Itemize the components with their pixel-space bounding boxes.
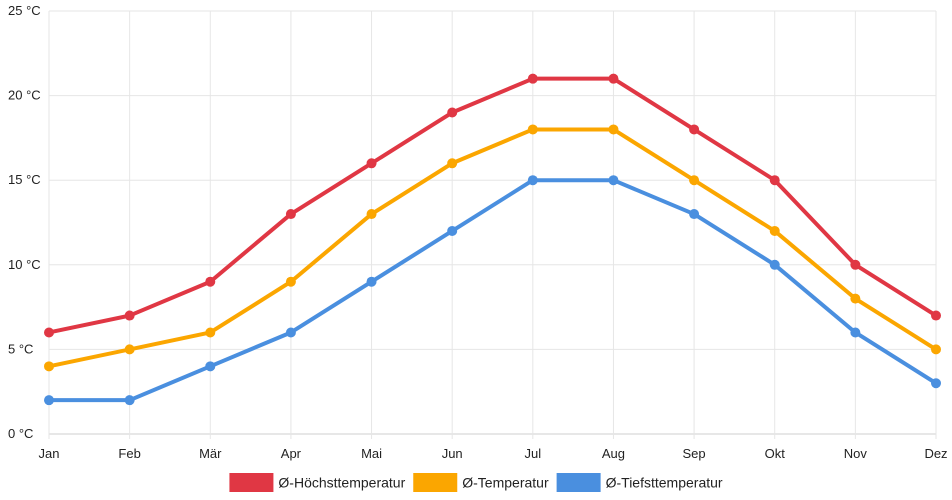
data-point[interactable] — [447, 107, 458, 118]
data-point[interactable] — [285, 327, 296, 338]
data-point[interactable] — [769, 175, 780, 186]
legend[interactable]: Ø-Höchsttemperatur Ø-Temperatur Ø-Tiefstte… — [229, 473, 723, 492]
x-tick-label: Jun — [442, 446, 463, 461]
data-point[interactable] — [527, 124, 538, 135]
legend-label: Ø-Temperatur — [462, 475, 549, 491]
x-tick-label: Nov — [844, 446, 868, 461]
series-lines — [44, 73, 941, 406]
data-point[interactable] — [366, 276, 377, 287]
data-point[interactable] — [608, 175, 619, 186]
y-tick-label: 20 °C — [8, 88, 41, 103]
y-axis-ticks: 0 °C 5 °C 10 °C 15 °C 20 °C 25 °C — [8, 3, 41, 441]
data-point[interactable] — [205, 327, 216, 338]
data-point[interactable] — [44, 361, 54, 372]
x-tick-label: Dez — [924, 446, 947, 461]
x-tick-label: Sep — [683, 446, 706, 461]
series-1 — [44, 124, 941, 372]
x-tick-label: Jan — [39, 446, 60, 461]
data-point[interactable] — [366, 209, 377, 220]
data-point[interactable] — [527, 175, 538, 186]
data-point[interactable] — [689, 175, 700, 186]
data-point[interactable] — [205, 276, 216, 287]
data-point[interactable] — [689, 124, 700, 135]
data-point[interactable] — [285, 276, 296, 287]
legend-item-1[interactable]: Ø-Temperatur — [413, 473, 549, 492]
data-point[interactable] — [931, 344, 941, 355]
series-line — [47, 76, 938, 335]
legend-swatch — [556, 473, 601, 492]
legend-swatch — [413, 473, 458, 492]
data-point[interactable] — [931, 378, 941, 389]
data-point[interactable] — [124, 395, 135, 406]
x-axis-ticks: Jan Feb Mär Apr Mai Jun Jul Aug Sep Okt Nov Dez — [39, 446, 948, 461]
x-tick-label: Aug — [602, 446, 625, 461]
x-tick-label: Jul — [525, 446, 542, 461]
data-point[interactable] — [931, 310, 941, 321]
data-point[interactable] — [527, 73, 538, 84]
legend-swatch — [229, 473, 274, 492]
legend-label: Ø-Tiefsttemperatur — [606, 475, 723, 491]
data-point[interactable] — [366, 158, 377, 169]
series-0 — [44, 73, 941, 338]
data-point[interactable] — [124, 344, 135, 355]
data-point[interactable] — [769, 259, 780, 270]
series-2 — [44, 175, 941, 406]
x-tick-label: Okt — [765, 446, 786, 461]
legend-item-0[interactable]: Ø-Höchsttemperatur — [229, 473, 406, 492]
data-point[interactable] — [44, 327, 54, 338]
data-point[interactable] — [850, 259, 861, 270]
x-tick-label: Apr — [281, 446, 302, 461]
y-tick-label: 0 °C — [8, 426, 33, 441]
data-point[interactable] — [769, 225, 780, 236]
data-point[interactable] — [850, 293, 861, 304]
data-point[interactable] — [447, 225, 458, 236]
legend-label: Ø-Höchsttemperatur — [278, 475, 405, 491]
data-point[interactable] — [689, 209, 700, 220]
y-tick-label: 15 °C — [8, 172, 41, 187]
series-line — [47, 178, 938, 403]
x-tick-label: Mär — [199, 446, 222, 461]
data-point[interactable] — [285, 209, 296, 220]
legend-item-2[interactable]: Ø-Tiefsttemperatur — [556, 473, 723, 492]
y-tick-label: 25 °C — [8, 3, 41, 18]
x-tick-label: Feb — [118, 446, 140, 461]
data-point[interactable] — [608, 73, 619, 84]
y-tick-label: 10 °C — [8, 257, 41, 272]
x-tick-label: Mai — [361, 446, 382, 461]
data-point[interactable] — [850, 327, 861, 338]
data-point[interactable] — [447, 158, 458, 169]
data-point[interactable] — [608, 124, 619, 135]
data-point[interactable] — [205, 361, 216, 372]
y-tick-label: 5 °C — [8, 341, 33, 356]
data-point[interactable] — [44, 395, 54, 406]
series-line — [47, 127, 938, 369]
data-point[interactable] — [124, 310, 135, 321]
grid — [48, 10, 937, 439]
